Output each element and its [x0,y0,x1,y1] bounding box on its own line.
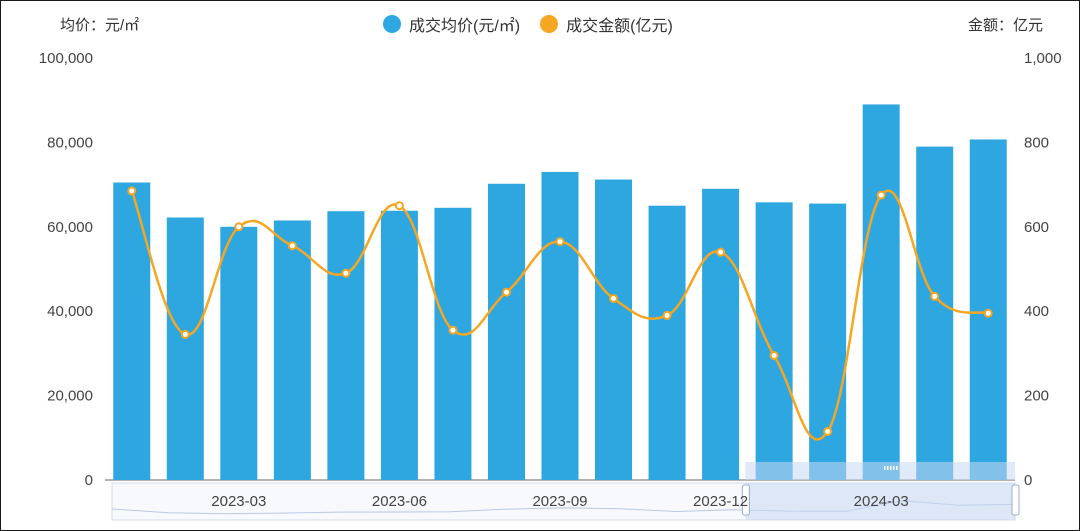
right-axis-tick-label: 0 [1024,472,1032,489]
bar-price[interactable] [166,217,204,481]
point-amount[interactable] [823,426,833,436]
bar-price[interactable] [862,104,900,481]
legend-swatch-price [383,15,401,33]
x-axis-tick-label: 2023-06 [372,493,427,510]
legend-swatch-amount [540,15,559,33]
point-amount[interactable] [609,294,619,304]
legend-item-amount[interactable]: 成交金额(亿元) [540,12,673,36]
point-amount[interactable] [127,186,137,196]
point-amount[interactable] [394,201,404,211]
data-zoom-grip-mark [893,466,895,470]
left-axis-tick-label: 40,000 [47,303,93,320]
legend: 成交均价(元/㎡) 成交金额(亿元) [383,12,693,36]
right-axis-unit: 金额：亿元 [968,17,1044,34]
x-axis-tick-label: 2023-09 [532,493,587,510]
point-amount[interactable] [930,291,940,301]
right-axis-tick-label: 200 [1024,388,1049,405]
legend-label-amount: 成交金额(亿元) [566,18,673,35]
line-amount [130,189,989,441]
right-axis-tick-label: 400 [1024,303,1049,320]
data-zoom-handle-left[interactable] [741,484,750,516]
legend-label-price: 成交均价(元/㎡) [409,18,521,35]
data-zoom-grip-mark [896,466,898,470]
point-amount[interactable] [341,268,351,278]
data-zoom-window-top [745,462,1015,480]
bar-price[interactable] [380,210,418,480]
left-axis-tick-label: 100,000 [39,50,93,67]
point-amount[interactable] [662,310,672,320]
left-axis-tick-label: 0 [85,472,93,489]
left-axis-tick-label: 20,000 [47,388,93,405]
data-zoom-selection[interactable] [745,483,1015,520]
bar-price[interactable] [702,188,740,480]
x-axis-tick-label: 2023-12 [693,493,748,510]
right-axis-tick-label: 600 [1024,219,1049,236]
point-amount[interactable] [769,351,779,361]
data-zoom-grip-mark [890,466,892,470]
bar-price[interactable] [755,202,793,480]
point-amount[interactable] [287,241,297,251]
data-zoom-handle-right[interactable] [1011,484,1020,516]
left-axis-tick-label: 60,000 [47,219,93,236]
point-amount[interactable] [716,247,726,257]
bar-price[interactable] [541,171,579,480]
right-axis-tick-label: 1,000 [1024,50,1062,67]
x-axis-tick-label: 2024-03 [854,493,909,510]
bar-price[interactable] [916,146,954,480]
point-amount[interactable] [234,222,244,232]
left-axis-tick-label: 80,000 [47,134,93,151]
bar-price[interactable] [648,205,686,480]
legend-item-price[interactable]: 成交均价(元/㎡) [383,12,520,36]
point-amount[interactable] [180,329,190,339]
left-axis-unit: 均价：元/㎡ [60,17,140,34]
bar-price[interactable] [595,179,633,480]
point-amount[interactable] [555,237,565,247]
right-axis-tick-label: 800 [1024,134,1049,151]
point-amount[interactable] [983,308,993,318]
data-zoom-grip-mark [884,466,886,470]
bar-price[interactable] [487,183,525,481]
bar-price[interactable] [113,182,151,481]
bar-price[interactable] [220,226,258,480]
x-axis-tick-label: 2023-03 [211,493,266,510]
point-amount[interactable] [448,325,458,335]
bar-price[interactable] [327,211,365,480]
data-zoom-grip-mark [887,466,889,470]
point-amount[interactable] [501,287,511,297]
bar-price[interactable] [273,220,311,480]
point-amount[interactable] [876,190,886,200]
bar-price[interactable] [434,207,472,480]
